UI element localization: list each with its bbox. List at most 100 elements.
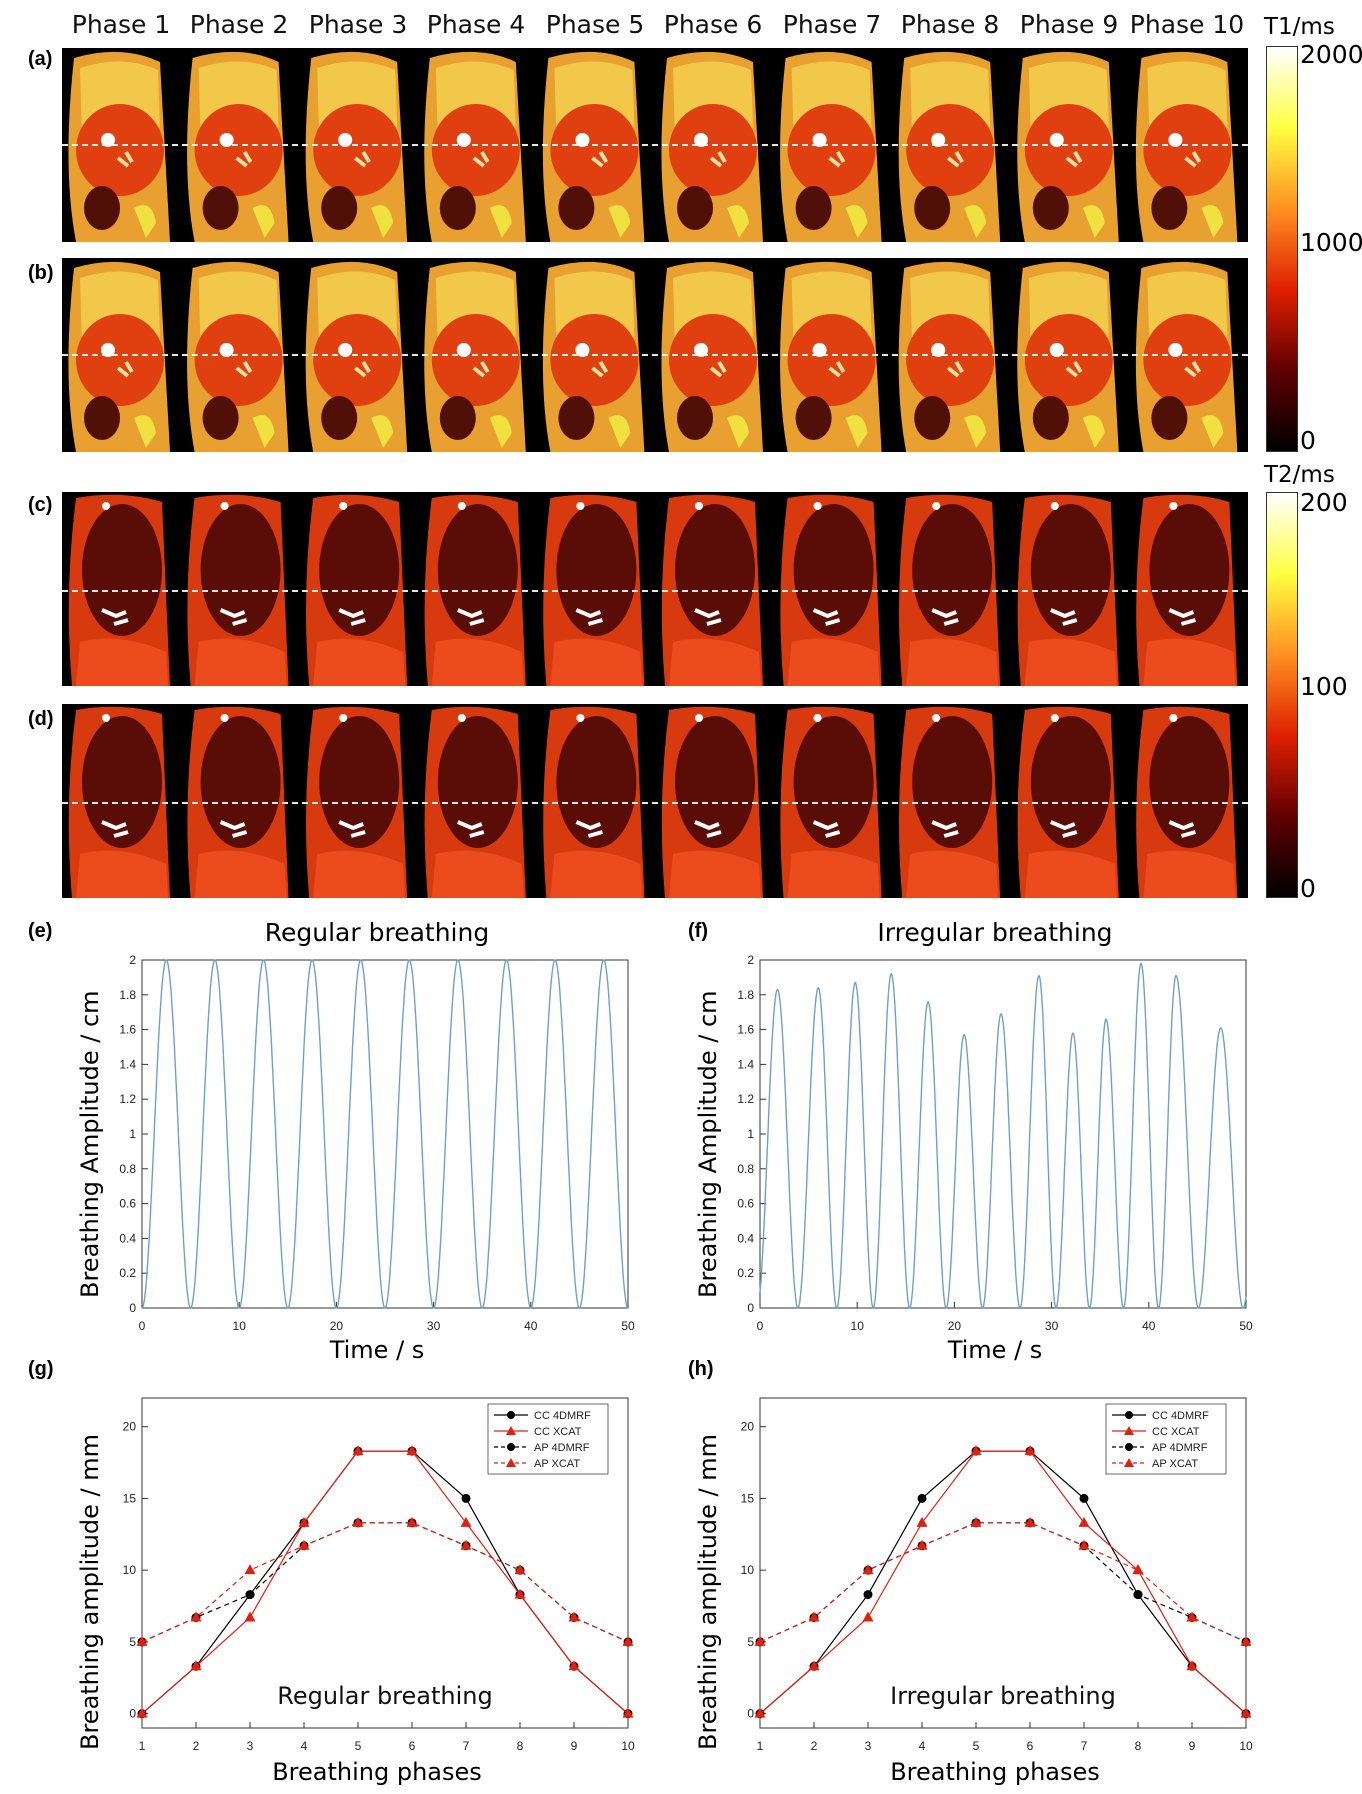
abdomen-region: [669, 638, 761, 686]
x-tick-label: 20: [948, 1319, 962, 1333]
vessel-marks: [457, 608, 485, 626]
abdomen-region: [194, 850, 287, 898]
marker-dot: [102, 714, 110, 722]
vessel-marks: [812, 608, 841, 626]
map-tile: [424, 261, 526, 452]
liver-region: [76, 314, 164, 406]
abdomen-region: [1024, 850, 1117, 898]
y-tick-label: 10: [741, 1563, 755, 1577]
marker-dot: [813, 502, 822, 510]
map-tile: [1135, 51, 1238, 242]
data-point-triangle: [1186, 1660, 1198, 1671]
kidney-region: [1151, 186, 1188, 230]
map-tile: [661, 51, 763, 242]
series-line-cc-xcat: [141, 1450, 629, 1715]
data-point-triangle: [1132, 1564, 1144, 1575]
vessel-dot: [931, 343, 946, 357]
x-tick-label: 2: [811, 1739, 818, 1753]
series-line-cc-xcat: [759, 1450, 1247, 1715]
lung-region: [1030, 504, 1111, 636]
legend-entry-label: AP 4DMRF: [534, 1442, 590, 1454]
abdomen-region: [194, 638, 287, 686]
marker-dot: [932, 502, 941, 510]
vessel-marks: [591, 360, 609, 378]
map-tile: [780, 51, 882, 242]
vessel-dot: [456, 133, 471, 147]
bright-organ: [608, 205, 631, 238]
phase-label: Phase 3: [308, 10, 408, 39]
kidney-region: [795, 186, 832, 230]
vessel-marks: [828, 360, 846, 378]
chart-f-title: Irregular breathing: [877, 918, 1113, 947]
panel-letter-a: (a): [28, 48, 53, 70]
legend-entry-label: CC 4DMRF: [1152, 1410, 1209, 1422]
vessel-marks: [1168, 820, 1196, 838]
map-tile: [187, 51, 289, 242]
marker-dot: [695, 502, 703, 510]
x-tick-label: 5: [355, 1739, 362, 1753]
lung-region: [675, 716, 755, 848]
kidney-region: [1151, 396, 1188, 440]
vessel-marks: [338, 608, 366, 626]
vessel-marks: [116, 360, 134, 378]
legend-marker-circle: [507, 1411, 515, 1419]
bright-organ: [371, 205, 394, 238]
vessel-dot: [101, 343, 115, 357]
data-point-triangle: [514, 1564, 526, 1575]
kidney-region: [202, 186, 239, 230]
y-tick-label: 1.8: [119, 988, 136, 1002]
vessel-marks: [219, 820, 248, 838]
map-tile: [68, 261, 170, 452]
legend-entry-label: CC 4DMRF: [534, 1410, 591, 1422]
y-tick-label: 1.2: [119, 1092, 136, 1106]
y-tick-label: 0.4: [737, 1231, 754, 1245]
x-tick-label: 50: [1239, 1319, 1253, 1333]
kidney-region: [795, 396, 832, 440]
map-tile: [543, 494, 645, 686]
data-point-triangle: [1240, 1635, 1252, 1646]
y-tick-label: 0.8: [737, 1162, 754, 1176]
x-tick-label: 6: [409, 1739, 416, 1753]
chart-annotation: Irregular breathing: [890, 1682, 1116, 1710]
marker-dot: [339, 714, 348, 722]
data-point-triangle: [460, 1539, 472, 1550]
abdomen-region: [313, 638, 406, 686]
bright-organ: [134, 205, 156, 238]
liver-region: [787, 104, 876, 196]
t2-map-strip-c: [62, 492, 1248, 686]
chart-e-xlabel: Time / s: [329, 1336, 425, 1364]
bright-organ: [845, 415, 868, 448]
t2-map-strip-d: [62, 704, 1248, 898]
marker-dot: [932, 714, 941, 722]
x-tick-label: 8: [517, 1739, 524, 1753]
x-tick-label: 30: [1045, 1319, 1059, 1333]
kidney-region: [84, 396, 120, 440]
lung-region: [200, 504, 281, 636]
map-tile: [542, 261, 645, 452]
data-point-triangle: [352, 1516, 364, 1527]
vessel-dot: [338, 343, 353, 357]
x-tick-label: 9: [1189, 1739, 1196, 1753]
breathing-series-line: [759, 962, 1247, 1310]
x-tick-label: 40: [1142, 1319, 1156, 1333]
marker-dot: [457, 502, 466, 510]
data-point-triangle: [1240, 1707, 1252, 1718]
t2-colorbar-title: T2/ms: [1264, 462, 1335, 488]
phase-label: Phase 2: [189, 10, 289, 39]
t2-colorbar: [1266, 492, 1298, 898]
panel-letter-c: (c): [28, 494, 53, 516]
liver-region: [313, 314, 402, 406]
x-tick-label: 4: [919, 1739, 926, 1753]
t1-colorbar: [1266, 46, 1298, 452]
vessel-dot: [931, 133, 946, 147]
bright-organ: [489, 205, 512, 238]
marker-dot: [457, 714, 466, 722]
y-tick-label: 0.2: [737, 1266, 754, 1280]
kidney-region: [321, 396, 358, 440]
data-point-triangle: [244, 1611, 256, 1622]
legend-marker-triangle: [506, 1458, 516, 1467]
legend-marker-triangle: [506, 1426, 516, 1435]
x-tick-label: 0: [757, 1319, 764, 1333]
abdomen-region: [313, 850, 406, 898]
